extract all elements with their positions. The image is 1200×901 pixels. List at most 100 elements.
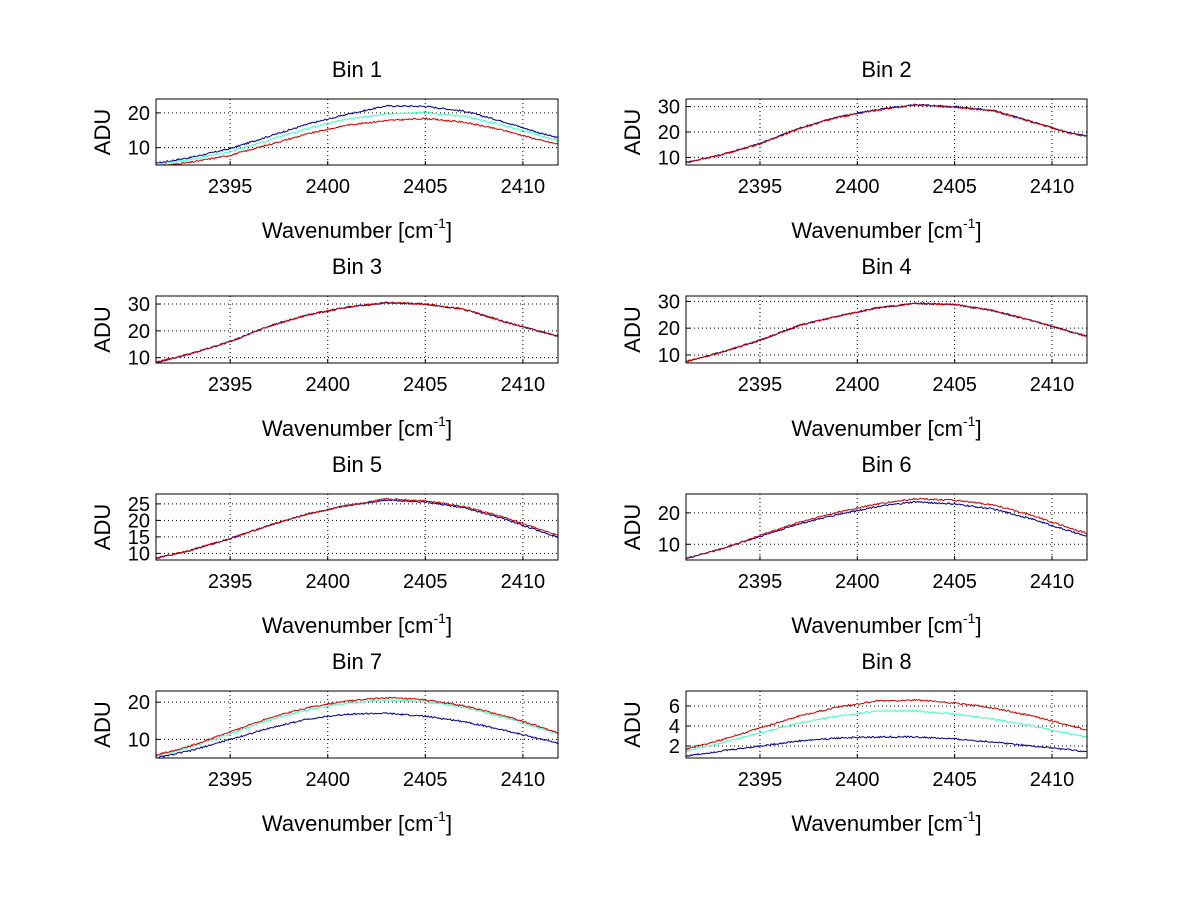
y-tick-label: 30 (128, 294, 150, 316)
subplot-bin-4: 2395 2400 2405 2410 10 20 30 Bin 4 Wavenumber [c… (620, 254, 1088, 441)
x-axis-label-main: Wavenumber [cm (262, 416, 434, 441)
subplot-title: Bin 7 (332, 649, 382, 674)
x-tick-label: 2410 (501, 176, 546, 198)
x-tick-label: 2395 (738, 176, 783, 198)
subplot-bin-1: 2395 2400 2405 2410 10 20 Bin 1 Wavenumber [cm-… (90, 57, 559, 243)
x-tick-label: 2395 (208, 374, 253, 396)
x-tick-label: 2410 (501, 769, 546, 791)
y-tick-label: 10 (128, 729, 150, 751)
x-tick-label: 2400 (305, 176, 350, 198)
axes-box (155, 690, 559, 759)
x-tick-label: 2400 (835, 374, 880, 396)
x-tick-label: 2410 (1030, 374, 1075, 396)
subplot-title: Bin 6 (861, 452, 911, 477)
axes-box (155, 98, 559, 166)
x-axis-label-sup: -1 (963, 413, 976, 429)
series-line (686, 301, 1087, 362)
series-line (156, 111, 558, 165)
series-line (156, 497, 558, 560)
x-tick-label: 2410 (1030, 769, 1075, 791)
y-tick-label: 20 (128, 103, 150, 125)
series-line (686, 497, 1087, 560)
y-axis-label: ADU (620, 701, 645, 747)
x-axis-label-tail: ] (975, 811, 981, 836)
y-tick-label: 20 (128, 510, 150, 532)
x-tick-label: 2405 (932, 769, 977, 791)
y-tick-label: 4 (669, 716, 680, 738)
y-tick-label: 20 (658, 503, 680, 525)
series-line (156, 301, 558, 363)
series-line (156, 696, 558, 756)
x-axis-label-tail: ] (975, 416, 981, 441)
y-axis-label: ADU (90, 701, 115, 747)
series-line (686, 103, 1087, 164)
y-tick-label: 30 (658, 97, 680, 119)
y-axis-label: ADU (620, 109, 645, 155)
y-tick-label: 10 (658, 345, 680, 367)
x-axis-label: Wavenumber [cm-1] (262, 808, 452, 836)
y-tick-label: 20 (658, 318, 680, 340)
x-tick-label: 2395 (738, 571, 783, 593)
x-tick-label: 2400 (305, 374, 350, 396)
x-axis-label: Wavenumber [cm-1] (791, 610, 981, 638)
series-line (156, 698, 558, 757)
y-tick-label: 15 (128, 527, 150, 549)
subplot-title: Bin 8 (861, 649, 911, 674)
subplot-bin-8: 2395 2400 2405 2410 246 Bin 8 Wavenumber [cm-1… (620, 649, 1088, 836)
axes-box (685, 295, 1088, 364)
x-axis-label-tail: ] (446, 416, 452, 441)
x-tick-label: 2410 (501, 571, 546, 593)
x-axis-label-tail: ] (975, 613, 981, 638)
x-axis-label-sup: -1 (434, 808, 447, 824)
x-axis-label-main: Wavenumber [cm (791, 218, 963, 243)
x-axis-label-sup: -1 (963, 808, 976, 824)
y-tick-label: 10 (128, 543, 150, 565)
axes-box (155, 493, 559, 561)
series-line (156, 712, 558, 758)
x-axis-label-sup: -1 (963, 215, 976, 231)
y-tick-label: 10 (128, 348, 150, 370)
series-line (161, 116, 558, 165)
x-axis-label-sup: -1 (434, 413, 447, 429)
x-axis-label-main: Wavenumber [cm (791, 613, 963, 638)
x-axis-label-tail: ] (446, 811, 452, 836)
x-tick-label: 2400 (305, 769, 350, 791)
x-axis-label: Wavenumber [cm-1] (791, 413, 981, 441)
x-tick-label: 2395 (208, 571, 253, 593)
x-tick-label: 2405 (403, 769, 448, 791)
subplot-bin-2: 2395 2400 2405 2410 10 20 30 Bin 2 Wavenumber [c… (620, 57, 1088, 243)
series-line (156, 499, 558, 559)
x-axis-label-main: Wavenumber [cm (791, 416, 963, 441)
x-tick-label: 2405 (403, 176, 448, 198)
series-line (686, 103, 1087, 164)
y-axis-label: ADU (90, 504, 115, 550)
series-line (156, 301, 558, 363)
x-tick-label: 2405 (403, 374, 448, 396)
x-axis-label-sup: -1 (434, 215, 447, 231)
y-tick-label: 25 (128, 494, 150, 516)
series-line (686, 500, 1087, 560)
x-tick-label: 2400 (835, 176, 880, 198)
y-tick-label: 6 (669, 696, 680, 718)
subplot-title: Bin 2 (861, 57, 911, 82)
y-tick-label: 10 (658, 147, 680, 169)
y-tick-label: 10 (128, 138, 150, 160)
y-tick-label: 20 (128, 321, 150, 343)
y-axis-label: ADU (620, 306, 645, 352)
x-axis-label-sup: -1 (963, 610, 976, 626)
x-axis-label-main: Wavenumber [cm (262, 613, 434, 638)
y-axis-label: ADU (90, 109, 115, 155)
x-axis-label-main: Wavenumber [cm (791, 811, 963, 836)
x-axis-label-sup: -1 (434, 610, 447, 626)
y-axis-label: ADU (90, 306, 115, 352)
x-axis-label-main: Wavenumber [cm (262, 218, 434, 243)
y-axis-label: ADU (620, 504, 645, 550)
x-tick-label: 2405 (932, 176, 977, 198)
x-axis-label: Wavenumber [cm-1] (262, 413, 452, 441)
x-tick-label: 2395 (208, 176, 253, 198)
series-line (156, 104, 558, 165)
series-line (686, 302, 1087, 363)
x-axis-label-main: Wavenumber [cm (262, 811, 434, 836)
